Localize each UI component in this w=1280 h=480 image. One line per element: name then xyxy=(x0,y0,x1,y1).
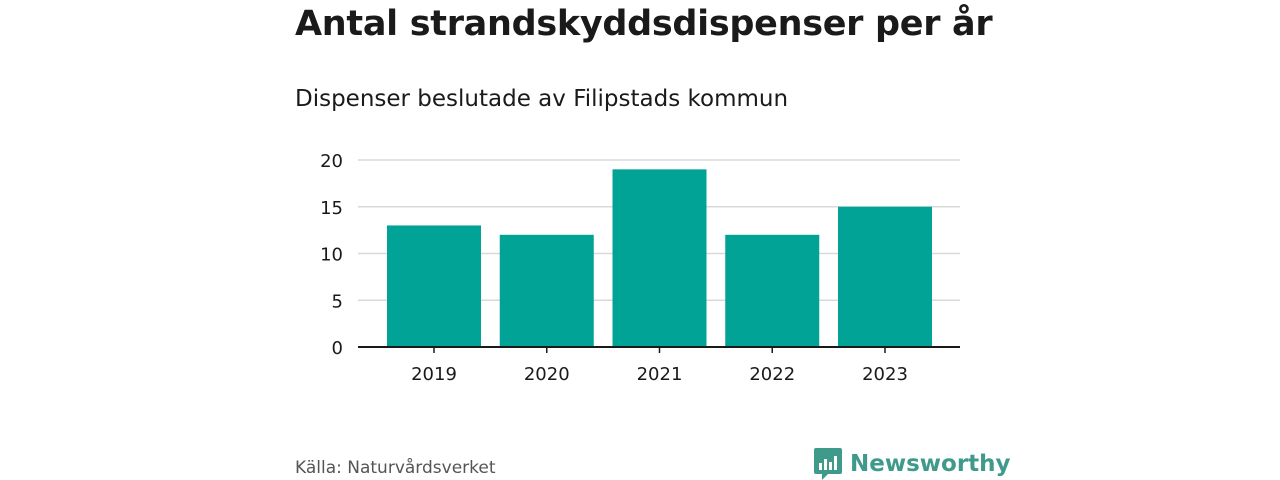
bar-chart-speech-bubble-icon xyxy=(814,448,842,480)
chart-subtitle: Dispenser beslutade av Filipstads kommun xyxy=(295,86,789,112)
x-tick-label: 2020 xyxy=(524,364,570,385)
chart-title: Antal strandskyddsdispenser per år xyxy=(295,4,993,44)
brand-name: Newsworthy xyxy=(850,451,1011,477)
bar-2022 xyxy=(725,234,820,347)
bar-2021 xyxy=(612,169,707,347)
bar-2023 xyxy=(838,206,932,347)
x-tick-label: 2021 xyxy=(637,364,683,385)
x-tick-label: 2022 xyxy=(749,364,795,385)
y-tick-label: 10 xyxy=(320,245,343,266)
bar-2020 xyxy=(499,234,594,347)
x-tick-label: 2023 xyxy=(862,364,908,385)
bar-chart: 0 5 10 15 20 2019 2020 2021 2022 2023 xyxy=(320,151,960,385)
bar-2019 xyxy=(387,225,481,347)
y-tick-label: 5 xyxy=(332,291,343,312)
y-tick-label: 0 xyxy=(332,338,343,359)
brand-logo: Newsworthy xyxy=(814,448,1011,480)
y-tick-label: 20 xyxy=(320,151,343,172)
source-note: Källa: Naturvårdsverket xyxy=(295,458,496,478)
x-tick-label: 2019 xyxy=(411,364,457,385)
y-tick-label: 15 xyxy=(320,198,343,219)
